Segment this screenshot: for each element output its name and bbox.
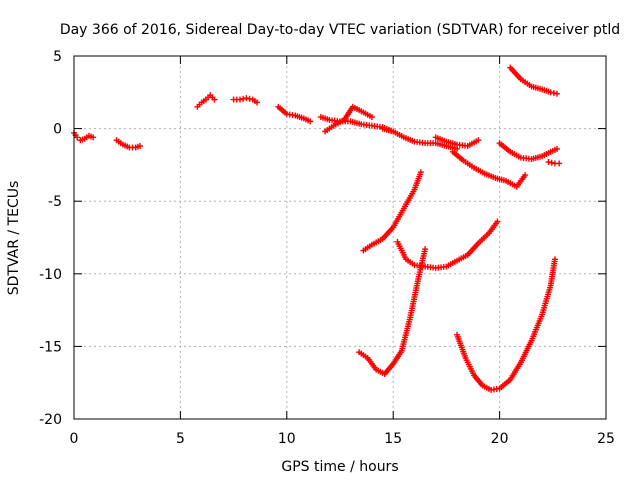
x-axis-label: GPS time / hours — [281, 459, 398, 475]
series-arc-4 — [230, 95, 261, 106]
data-point — [368, 113, 375, 120]
data-point — [551, 256, 558, 263]
y-tick-label: -20 — [39, 412, 62, 428]
data-point — [548, 159, 555, 166]
data-point — [307, 118, 314, 125]
data-point — [243, 95, 250, 102]
data-point — [554, 90, 561, 97]
data-point — [240, 95, 247, 102]
data-point — [236, 96, 243, 103]
series-arc-17 — [454, 256, 558, 393]
x-tick-label: 5 — [176, 431, 185, 447]
series-arc-12 — [507, 64, 561, 97]
data-point — [417, 169, 424, 176]
y-axis-label: SDTVAR / TECUs — [6, 181, 22, 296]
data-point — [547, 89, 554, 96]
x-tick-label: 15 — [384, 431, 402, 447]
data-point — [422, 246, 429, 253]
data-point — [211, 96, 218, 103]
x-tick-label: 20 — [491, 431, 509, 447]
data-point — [254, 99, 261, 106]
x-tick-label: 0 — [70, 431, 79, 447]
x-tick-labels: 0 5 10 15 20 25 — [70, 431, 615, 447]
data-point — [475, 137, 482, 144]
series-arc-16 — [356, 246, 429, 377]
y-tick-label: 0 — [53, 122, 62, 138]
series-arc-5 — [275, 103, 314, 125]
x-tick-label: 10 — [278, 431, 296, 447]
series-arc-3 — [194, 92, 218, 110]
data-series — [71, 64, 563, 393]
y-tick-label: -15 — [39, 339, 62, 355]
series-arc-15 — [394, 218, 501, 271]
y-tick-label: -5 — [48, 194, 62, 210]
series-arc-2 — [113, 137, 143, 151]
data-point — [522, 172, 529, 179]
data-point — [550, 90, 557, 97]
series-arc-10 — [449, 148, 529, 190]
series-arc-9 — [432, 134, 482, 150]
y-tick-label: 5 — [53, 49, 62, 65]
y-tick-labels: 5 0 -5 -10 -15 -20 — [39, 49, 62, 428]
data-point — [494, 218, 501, 225]
data-point — [90, 134, 97, 141]
plot-frame — [73, 55, 607, 420]
data-point — [136, 143, 143, 150]
x-tick-label: 25 — [597, 431, 615, 447]
y-tick-label: -10 — [39, 267, 62, 283]
data-point — [545, 158, 552, 165]
data-point — [74, 134, 81, 141]
series-arc-11 — [496, 140, 561, 163]
chart-title: Day 366 of 2016, Sidereal Day-to-day VTE… — [60, 22, 620, 38]
data-point — [246, 95, 253, 102]
data-point — [556, 160, 563, 167]
series-arc-7 — [322, 103, 375, 135]
series-arc-13 — [545, 158, 563, 167]
data-point — [554, 145, 561, 152]
series-arc-14 — [360, 169, 424, 254]
